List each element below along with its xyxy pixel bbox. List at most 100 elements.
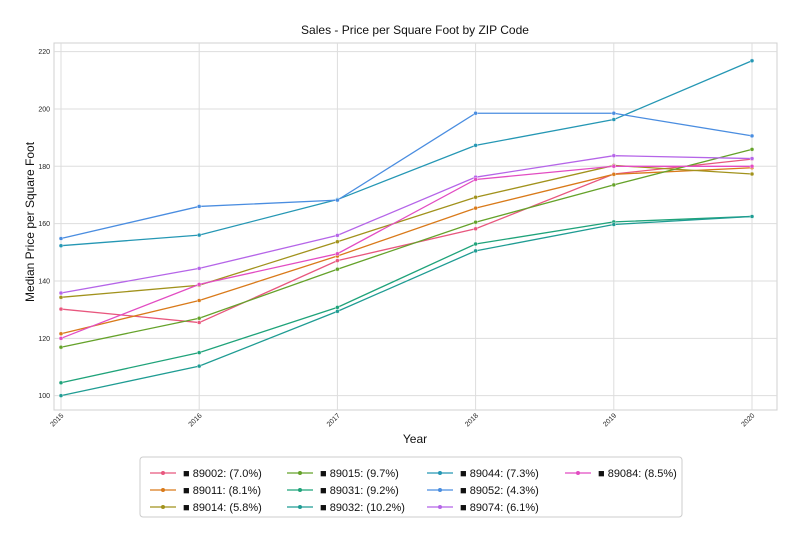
data-point <box>196 282 202 287</box>
data-point <box>473 248 478 254</box>
data-point <box>58 306 64 312</box>
y-tick-label: 140 <box>38 278 50 285</box>
legend-marker <box>161 471 165 475</box>
data-point <box>335 239 340 244</box>
legend-marker <box>438 488 442 492</box>
legend-marker <box>161 505 165 509</box>
series-line <box>60 215 753 397</box>
data-point <box>196 316 202 321</box>
series-line <box>60 155 753 294</box>
data-point <box>58 331 64 336</box>
legend-entry: ■ 89084: (8.5%) <box>598 468 677 480</box>
data-point <box>58 290 64 296</box>
data-point <box>473 219 478 225</box>
data-point <box>335 197 340 203</box>
data-point <box>473 205 478 211</box>
series-line <box>60 148 753 348</box>
x-axis-label: Year <box>403 432 427 446</box>
series-line <box>60 215 753 384</box>
data-point <box>473 226 478 231</box>
legend-marker <box>161 488 165 492</box>
data-point <box>473 241 478 247</box>
data-point <box>473 177 478 182</box>
data-point <box>335 309 340 314</box>
legend-marker <box>298 505 302 509</box>
y-tick-label: 100 <box>38 393 50 400</box>
data-point <box>58 243 64 248</box>
data-point <box>473 143 478 148</box>
data-point <box>196 204 202 209</box>
x-tick-label: 2018 <box>464 412 480 428</box>
x-tick-label: 2015 <box>49 412 65 428</box>
series-line <box>60 60 753 247</box>
data-point <box>58 345 64 350</box>
data-point <box>473 195 478 200</box>
x-tick-label: 2017 <box>326 412 342 428</box>
data-point <box>749 214 755 219</box>
data-point <box>196 320 202 325</box>
legend-entry: ■ 89032: (10.2%) <box>320 502 405 514</box>
data-point <box>335 267 340 272</box>
legend-marker <box>576 471 580 475</box>
data-point <box>749 171 755 177</box>
data-point <box>196 298 202 303</box>
data-point <box>196 266 202 271</box>
data-point <box>196 363 202 369</box>
data-point <box>611 172 616 177</box>
legend-entry: ■ 89011: (8.1%) <box>183 485 261 497</box>
plot-frame <box>53 42 778 411</box>
data-point <box>749 147 755 152</box>
x-tick-label: 2016 <box>188 412 204 428</box>
data-point <box>58 236 64 241</box>
data-point <box>473 111 478 116</box>
data-point <box>611 222 616 227</box>
data-point <box>335 233 340 238</box>
data-point <box>196 350 202 355</box>
data-point <box>611 153 616 158</box>
plot-area: 100 120 140 160 180 200 220 2015 2016 2017 2018 201… <box>38 42 778 428</box>
data-point <box>58 295 64 300</box>
data-point <box>611 111 616 116</box>
data-point <box>335 258 340 263</box>
series-line <box>60 158 753 324</box>
legend: ■ 89002: (7.0%) ■ 89011: (8.1%) ■ 89014: (… <box>139 456 683 518</box>
data-point <box>749 164 755 169</box>
x-tick-label: 2020 <box>740 412 756 428</box>
chart-title: Sales - Price per Square Foot by ZIP Cod… <box>301 23 529 37</box>
data-point <box>749 156 755 161</box>
legend-entry: ■ 89002: (7.0%) <box>183 468 262 480</box>
series-line <box>60 165 752 339</box>
data-point <box>58 380 64 385</box>
y-tick-label: 160 <box>38 221 50 228</box>
legend-marker <box>298 471 302 475</box>
legend-marker <box>298 488 302 492</box>
y-axis-label: Median Price per Square Foot <box>23 141 37 302</box>
data-point <box>611 164 616 169</box>
y-tick-label: 220 <box>38 49 50 56</box>
legend-marker <box>438 471 442 475</box>
legend-entry: ■ 89044: (7.3%) <box>460 468 539 480</box>
data-point <box>58 336 64 341</box>
legend-box <box>139 456 683 518</box>
data-point <box>335 305 340 310</box>
x-tick-label: 2019 <box>602 412 618 428</box>
data-point <box>58 393 64 398</box>
data-point <box>611 182 616 188</box>
data-point <box>611 117 616 122</box>
series-line <box>60 167 753 335</box>
data-point <box>749 58 755 63</box>
y-tick-label: 200 <box>38 106 50 113</box>
y-tick-label: 180 <box>38 164 50 171</box>
y-tick-label: 120 <box>38 336 50 343</box>
legend-marker <box>438 505 442 509</box>
data-point <box>196 232 202 238</box>
legend-entry: ■ 89014: (5.8%) <box>183 502 262 514</box>
data-point <box>335 251 340 256</box>
data-point <box>749 133 755 139</box>
series-line <box>60 112 753 240</box>
legend-entry: ■ 89052: (4.3%) <box>460 485 539 497</box>
legend-entry: ■ 89074: (6.1%) <box>460 502 539 514</box>
legend-entry: ■ 89015: (9.7%) <box>320 468 399 480</box>
